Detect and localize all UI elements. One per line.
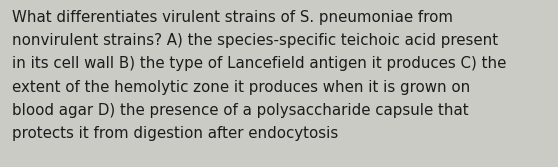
Text: in its cell wall B) the type of Lancefield antigen it produces C) the: in its cell wall B) the type of Lancefie… — [12, 56, 506, 71]
Text: extent of the hemolytic zone it produces when it is grown on: extent of the hemolytic zone it produces… — [12, 80, 470, 95]
Text: protects it from digestion after endocytosis: protects it from digestion after endocyt… — [12, 126, 338, 141]
Text: nonvirulent strains? A) the species-specific teichoic acid present: nonvirulent strains? A) the species-spec… — [12, 33, 498, 48]
Text: What differentiates virulent strains of S. pneumoniae from: What differentiates virulent strains of … — [12, 10, 453, 25]
Text: blood agar D) the presence of a polysaccharide capsule that: blood agar D) the presence of a polysacc… — [12, 103, 469, 118]
